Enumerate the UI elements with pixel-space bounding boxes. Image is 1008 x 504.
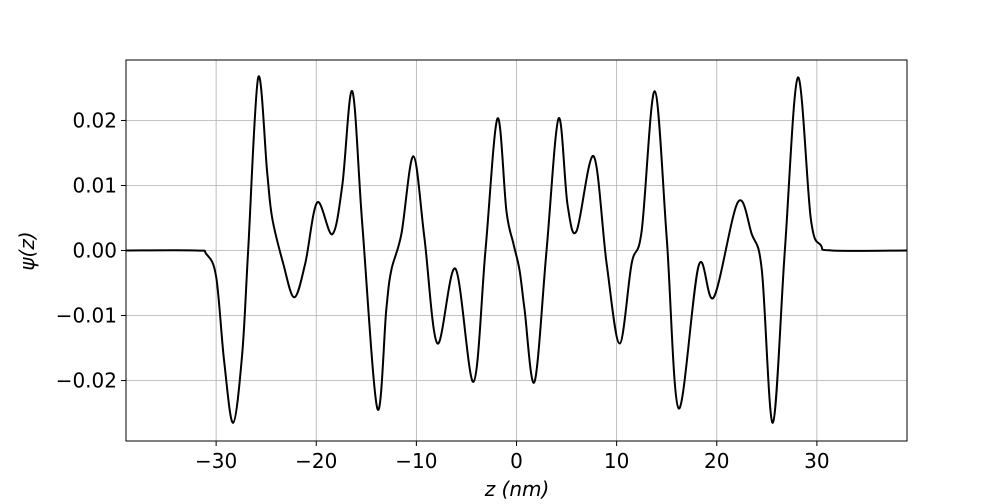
line xyxy=(125,75,908,424)
x-tick-label: 20 xyxy=(704,449,729,473)
y-tick-label: 0.01 xyxy=(72,173,117,197)
y-tick-label: 0.02 xyxy=(72,108,117,132)
x-tick-label: −20 xyxy=(295,449,337,473)
plot-frame xyxy=(125,59,908,442)
y-tick-label: −0.01 xyxy=(56,304,117,328)
x-tick-label: −10 xyxy=(395,449,437,473)
x-axis-label: z (nm) xyxy=(484,477,550,501)
x-tick-label: 10 xyxy=(604,449,629,473)
x-tick-label: 0 xyxy=(510,449,523,473)
y-tick-label: −0.02 xyxy=(56,369,117,393)
x-tick-label: −30 xyxy=(195,449,237,473)
y-tick-label: 0.00 xyxy=(72,239,117,263)
y-axis-label: ψ(z) xyxy=(15,231,39,270)
x-tick-label: 30 xyxy=(804,449,829,473)
